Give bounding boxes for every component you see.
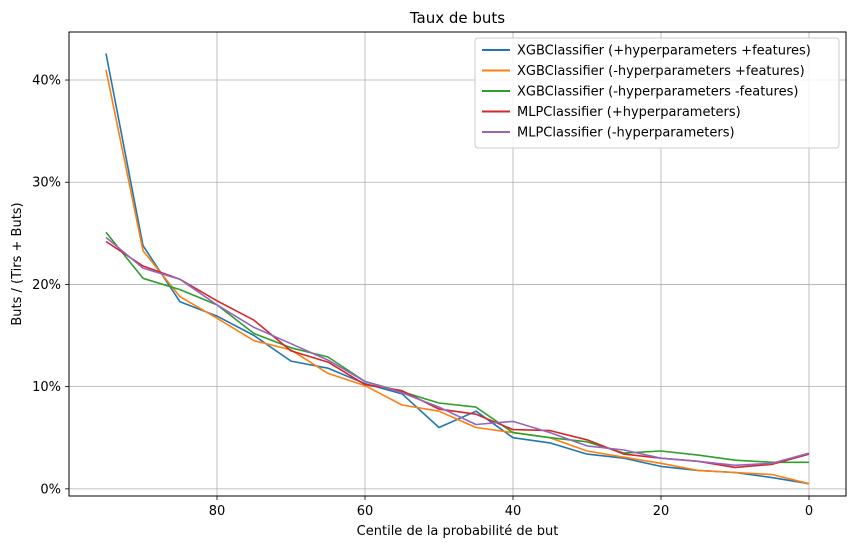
x-axis-ticks: 80 60 40 20 0: [209, 496, 813, 519]
series-line-3: [105, 231, 809, 464]
legend: XGBClassifier (+hyperparameters +feature…: [474, 37, 840, 149]
y-tick-label: 0%: [40, 482, 61, 497]
legend-label-5: MLPClassifier (-hyperparameters): [517, 126, 735, 141]
x-axis-label: Centile de la probabilité de but: [357, 524, 559, 539]
legend-label-3: XGBClassifier (-hyperparameters -feature…: [517, 85, 798, 100]
legend-label-1: XGBClassifier (+hyperparameters +feature…: [517, 44, 811, 59]
x-tick-label: 80: [209, 504, 226, 519]
y-axis-ticks: 0% 10% 20% 30% 40%: [32, 74, 69, 497]
series-lines: [105, 53, 810, 485]
y-axis-label: Buts / (Tirs + Buts): [10, 202, 25, 325]
plot-frame: [68, 31, 847, 497]
y-tick-label: 40%: [32, 74, 61, 89]
x-tick-label: 40: [505, 504, 522, 519]
legend-box: [474, 37, 840, 149]
chart-title: Taux de buts: [409, 9, 505, 27]
x-tick-label: 60: [357, 504, 374, 519]
x-tick-label: 20: [653, 504, 670, 519]
legend-label-4: MLPClassifier (+hyperparameters): [517, 105, 741, 120]
y-tick-label: 30%: [32, 176, 61, 191]
x-tick-label: 0: [805, 504, 813, 519]
y-tick-label: 10%: [32, 380, 61, 395]
legend-label-2: XGBClassifier (-hyperparameters +feature…: [517, 64, 805, 79]
y-tick-label: 20%: [32, 278, 61, 293]
series-line-5: [105, 236, 810, 467]
series-line-2: [105, 69, 810, 485]
